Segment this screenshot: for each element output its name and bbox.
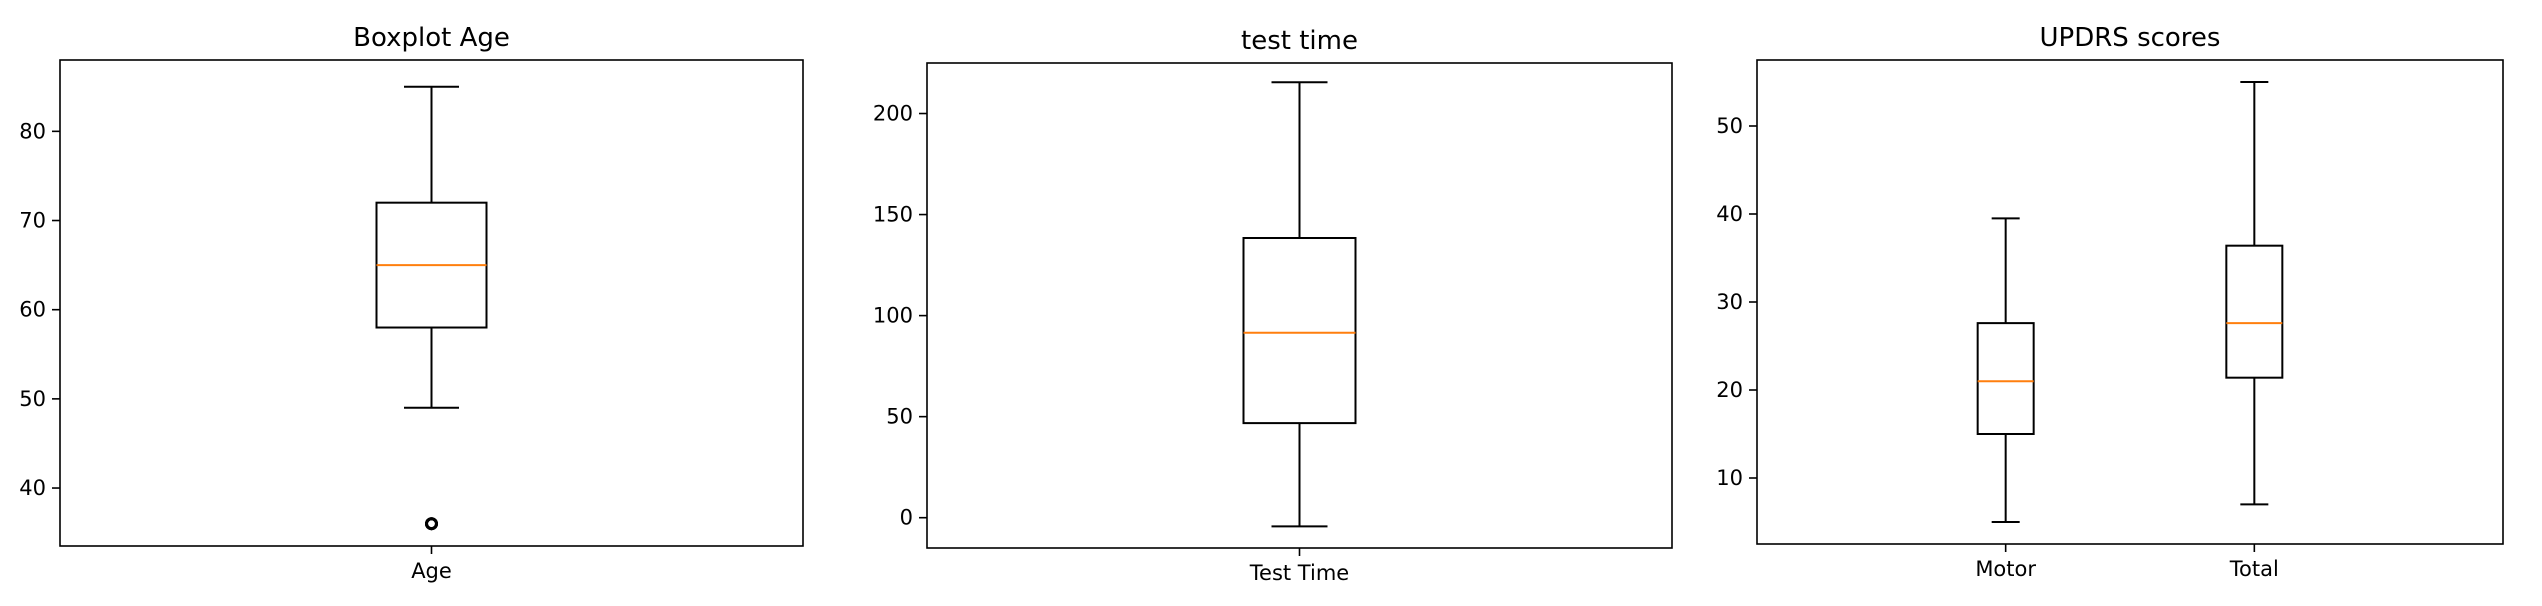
y-tick-label: 70: [19, 209, 46, 233]
chart-title: Boxplot Age: [353, 23, 510, 53]
y-tick-label: 60: [19, 298, 46, 322]
chart-panel-2: test time 0 50 100 150 200 Test Time: [873, 26, 1673, 585]
outlier-point: [425, 517, 438, 531]
y-tick-label: 10: [1716, 466, 1743, 490]
box-age: [375, 85, 488, 531]
iqr-box: [1976, 322, 2035, 435]
iqr-box: [2225, 244, 2284, 379]
chart-title: test time: [1241, 26, 1358, 56]
chart-panel-3: UPDRS scores 10 20 30 40 50 Motor Total: [1716, 23, 2504, 581]
y-tick-label: 100: [873, 304, 913, 328]
chart-title: UPDRS scores: [2040, 23, 2221, 53]
axes-frame: [1756, 59, 2504, 545]
x-tick-label: Total: [2229, 557, 2279, 581]
y-tick-label: 50: [1716, 114, 1743, 138]
box-test-time: [1242, 81, 1357, 528]
y-tick-label: 200: [873, 102, 913, 126]
y-tick-label: 80: [19, 119, 46, 143]
y-tick-label: 0: [900, 506, 913, 530]
chart-panel-1: Boxplot Age 40 50 60 70 80 Age: [19, 23, 804, 583]
y-tick-label: 50: [19, 387, 46, 411]
axes-frame: [59, 59, 804, 547]
y-tick-label: 50: [886, 405, 913, 429]
y-tick-label: 40: [1716, 202, 1743, 226]
box-motor: [1976, 217, 2035, 523]
box-total: [2225, 81, 2284, 506]
x-tick-label: Test Time: [1249, 561, 1349, 585]
iqr-box: [1242, 237, 1357, 425]
x-tick-label: Age: [411, 559, 452, 583]
y-tick-label: 30: [1716, 290, 1743, 314]
x-tick-label: Motor: [1975, 557, 2036, 581]
y-tick-label: 20: [1716, 378, 1743, 402]
y-tick-label: 40: [19, 476, 46, 500]
y-tick-label: 150: [873, 203, 913, 227]
axes-frame: [926, 62, 1673, 549]
